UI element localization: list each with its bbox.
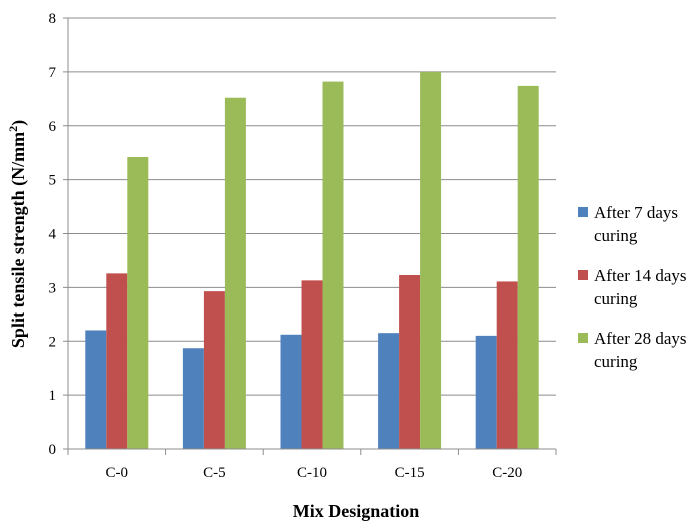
legend-label: curing xyxy=(594,289,638,308)
bar: After 28 days curing — C-5: 6.52 xyxy=(224,97,246,450)
legend-label: After 7 days xyxy=(594,203,678,222)
legend-label: curing xyxy=(594,352,638,371)
y-tick-label: 3 xyxy=(49,280,57,296)
legend-swatch xyxy=(578,207,588,217)
x-tick-label: C-0 xyxy=(106,465,129,481)
x-tick-label: C-5 xyxy=(203,465,226,481)
bar: After 28 days curing — C-15: 7 xyxy=(420,71,442,449)
x-tick-label: C-10 xyxy=(297,465,327,481)
y-tick-label: 7 xyxy=(49,65,57,81)
bar: After 7 days curing — C-20: 2.1 xyxy=(475,335,497,449)
legend-swatch xyxy=(578,270,588,280)
bar: After 14 days curing — C-15: 3.23 xyxy=(399,274,421,449)
legend-item: After 14 days curing xyxy=(578,266,687,308)
y-axis-title-superscript: 2 xyxy=(6,126,20,132)
bar: After 7 days curing — C-5: 1.87 xyxy=(182,348,204,449)
bars-layer: After 7 days curing — C-0: 2.2After 14 d… xyxy=(85,71,539,450)
x-tick-label: C-20 xyxy=(492,465,522,481)
x-tick-label: C-15 xyxy=(395,465,425,481)
tick-labels-layer: 0 1 2 3 4 5 6 7 8 C-0 C-5 C-10 C-15 C-20 xyxy=(49,11,523,481)
bar: After 14 days curing — C-5: 2.93 xyxy=(203,291,225,449)
y-tick-label: 5 xyxy=(49,173,57,189)
bar: After 28 days curing — C-10: 6.82 xyxy=(322,81,344,449)
bar: After 14 days curing — C-0: 3.26 xyxy=(106,273,128,449)
axis-layer xyxy=(63,17,557,455)
y-tick-label: 4 xyxy=(49,227,57,243)
y-tick-label: 0 xyxy=(49,442,57,458)
bar: After 28 days curing — C-20: 6.74 xyxy=(517,85,539,449)
legend-label: curing xyxy=(594,226,638,245)
legend-label: After 14 days xyxy=(594,266,687,285)
y-axis-title-main: Split tensile strength (N/mm xyxy=(8,132,29,348)
y-tick-label: 2 xyxy=(49,334,57,350)
legend-swatch xyxy=(578,333,588,343)
bar: After 14 days curing — C-10: 3.13 xyxy=(301,280,323,449)
legend-item: After 28 days curing xyxy=(578,329,687,371)
y-axis-title: Split tensile strength (N/mm2) xyxy=(6,120,29,348)
legend-item: After 7 days curing xyxy=(578,203,678,245)
x-axis-title: Mix Designation xyxy=(293,501,420,521)
legend-label: After 28 days xyxy=(594,329,687,348)
bar: After 7 days curing — C-10: 2.12 xyxy=(280,334,302,449)
y-tick-label: 8 xyxy=(49,11,57,27)
y-tick-label: 1 xyxy=(49,388,57,404)
bar: After 7 days curing — C-15: 2.15 xyxy=(378,333,400,449)
bar: After 7 days curing — C-0: 2.2 xyxy=(85,330,107,449)
bar: After 14 days curing — C-20: 3.11 xyxy=(496,281,518,449)
y-tick-label: 6 xyxy=(49,119,57,135)
bar: After 28 days curing — C-0: 5.42 xyxy=(127,156,149,449)
y-axis-title-close: ) xyxy=(8,120,29,126)
